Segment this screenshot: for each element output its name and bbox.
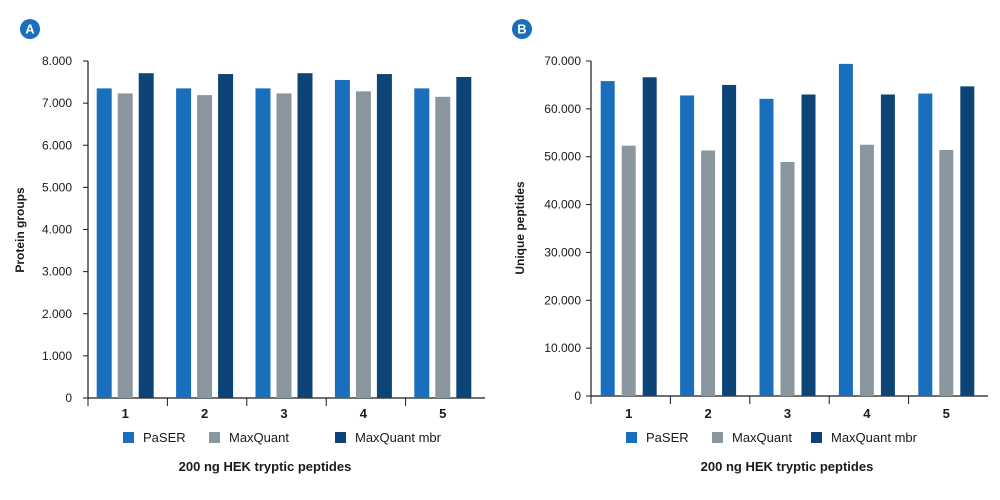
legend-label: MaxQuant mbr [831, 430, 918, 445]
y-tick-label: 5.000 [42, 180, 72, 194]
x-tick-label: 4 [863, 406, 871, 421]
x-tick-label: 1 [122, 406, 129, 421]
legend-swatch [335, 432, 346, 443]
bar-maxquant-mbr-4 [376, 74, 392, 398]
bar-maxquant-4 [859, 144, 874, 396]
bar-maxquant-mbr-3 [801, 94, 816, 396]
legend: PaSER MaxQuant MaxQuant mbr [123, 430, 442, 445]
y-tick-label: 40.000 [544, 198, 581, 212]
legend-label: MaxQuant [732, 430, 792, 445]
bar-paser-5 [918, 93, 933, 397]
bar-paser-4 [334, 79, 350, 399]
x-tick-label: 2 [704, 406, 711, 421]
legend-swatch [123, 432, 134, 443]
chart-panel-a: A 0 1.000 2.000 3.000 4.000 5.000 6.000 7.000 8.0… [13, 19, 485, 474]
x-axis-label: 200 ng HEK tryptic peptides [179, 459, 352, 474]
bar-maxquant-mbr-3 [297, 73, 313, 398]
y-axis-label: Unique peptides [513, 181, 527, 275]
bar-maxquant-mbr-2 [722, 84, 737, 396]
x-tick-label: 3 [784, 406, 791, 421]
bar-maxquant-3 [276, 93, 292, 398]
y-tick-label: 0 [65, 391, 72, 405]
bar-maxquant-mbr-2 [218, 74, 234, 398]
bar-maxquant-1 [621, 145, 636, 396]
bar-maxquant-5 [435, 96, 451, 399]
legend-swatch [626, 432, 637, 443]
y-tick-label: 60.000 [544, 102, 581, 116]
bar-maxquant-1 [117, 93, 133, 398]
x-tick-label: 1 [625, 406, 632, 421]
bar-maxquant-3 [780, 161, 795, 396]
x-tick-label: 3 [280, 406, 287, 421]
bar-paser-4 [838, 63, 853, 396]
y-tick-label: 20.000 [544, 293, 581, 307]
y-tick-label: 10.000 [544, 341, 581, 355]
panel-badge-label: B [517, 22, 526, 37]
legend-swatch [811, 432, 822, 443]
panel-badge-circle [512, 19, 532, 39]
y-tick-label: 3.000 [42, 265, 72, 279]
bar-paser-2 [176, 88, 192, 398]
bar-maxquant-4 [355, 91, 371, 398]
y-tick-label: 8.000 [42, 54, 72, 68]
chart-panel-b: B 0 10.000 20.000 30.000 40.000 50.000 60.000 70… [512, 19, 988, 474]
legend-label: MaxQuant [229, 430, 289, 445]
bar-paser-1 [96, 88, 112, 398]
y-axis-label: Protein groups [13, 187, 27, 273]
legend-label: PaSER [143, 430, 186, 445]
panel-badge-b: B [512, 19, 532, 39]
bar-maxquant-mbr-4 [880, 94, 895, 396]
y-tick-label: 2.000 [42, 307, 72, 321]
x-tick-label: 4 [360, 406, 368, 421]
bar-paser-3 [759, 98, 774, 397]
y-tick-label: 0 [574, 389, 581, 403]
bar-paser-5 [414, 88, 430, 398]
y-tick-label: 1.000 [42, 349, 72, 363]
bar-maxquant-2 [197, 95, 213, 398]
bar-paser-3 [255, 88, 271, 398]
y-tick-label: 4.000 [42, 223, 72, 237]
x-tick-label: 2 [201, 406, 208, 421]
bar-maxquant-mbr-1 [138, 73, 154, 398]
x-axis-label: 200 ng HEK tryptic peptides [701, 459, 874, 474]
bar-paser-1 [600, 81, 615, 396]
legend: PaSER MaxQuant MaxQuant mbr [626, 430, 918, 445]
bar-maxquant-mbr-1 [642, 77, 657, 397]
legend-label: PaSER [646, 430, 689, 445]
y-tick-label: 30.000 [544, 245, 581, 259]
bar-maxquant-2 [701, 150, 716, 396]
legend-swatch [712, 432, 723, 443]
y-tick-label: 7.000 [42, 96, 72, 110]
bar-maxquant-mbr-5 [456, 77, 472, 398]
bar-paser-2 [680, 95, 695, 396]
x-tick-label: 5 [439, 406, 446, 421]
panel-badge-a: A [20, 19, 40, 39]
legend-label: MaxQuant mbr [355, 430, 442, 445]
bar-maxquant-5 [939, 150, 954, 396]
panel-badge-label: A [25, 22, 35, 37]
y-tick-label: 70.000 [544, 54, 581, 68]
y-tick-label: 6.000 [42, 138, 72, 152]
x-tick-label: 5 [943, 406, 950, 421]
legend-swatch [209, 432, 220, 443]
panel-badge-circle [20, 19, 40, 39]
bar-maxquant-mbr-5 [960, 86, 975, 396]
y-tick-label: 50.000 [544, 150, 581, 164]
